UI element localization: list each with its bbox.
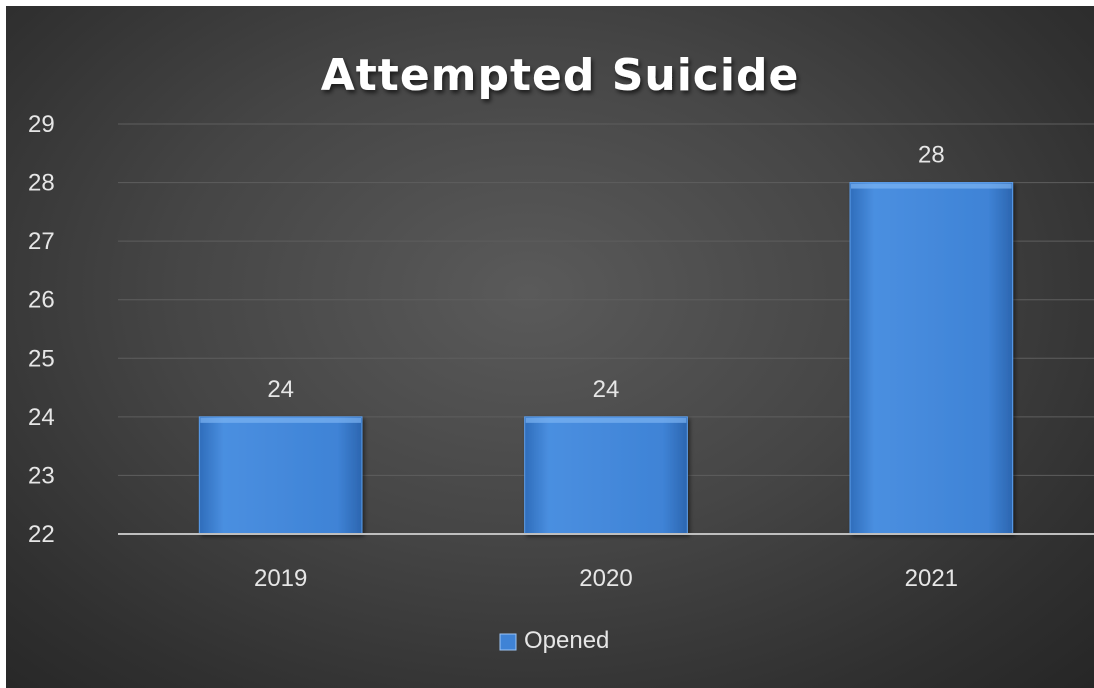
bar-series [198,182,1014,535]
x-tick-label-2020: 2020 [579,565,632,592]
y-tick-label: 29 [28,111,55,138]
legend-swatch-opened [499,633,517,651]
data-label-2021: 28 [918,142,945,169]
bar-2019 [198,416,363,535]
x-axis-tick-labels: 2019 2020 2021 [254,565,958,592]
legend-label-opened: Opened [524,627,609,654]
data-label-2019: 24 [267,376,294,403]
x-tick-label-2019: 2019 [254,565,307,592]
x-tick-label-2021: 2021 [905,565,958,592]
legend: Opened [499,627,609,654]
y-tick-label: 28 [28,170,55,197]
data-label-2020: 24 [593,376,620,403]
y-tick-label: 27 [28,228,55,255]
y-tick-label: 25 [28,345,55,372]
bar-2020 [524,416,688,535]
bar-highlight [525,417,687,423]
data-labels: 24 24 28 [267,142,944,403]
y-tick-label: 23 [28,462,55,489]
bar-highlight [851,183,1012,189]
y-axis-tick-labels: 22 23 24 25 26 27 28 29 [28,111,55,548]
bar-highlight [200,417,361,423]
chart-area: Attempted Suicide 22 23 24 25 26 27 28 29 24 24 2… [6,6,1094,688]
y-tick-label: 22 [28,521,55,548]
y-tick-label: 26 [28,287,55,314]
y-tick-label: 24 [28,404,55,431]
chart-title: Attempted Suicide [321,50,800,101]
bar-2021 [849,182,1014,535]
